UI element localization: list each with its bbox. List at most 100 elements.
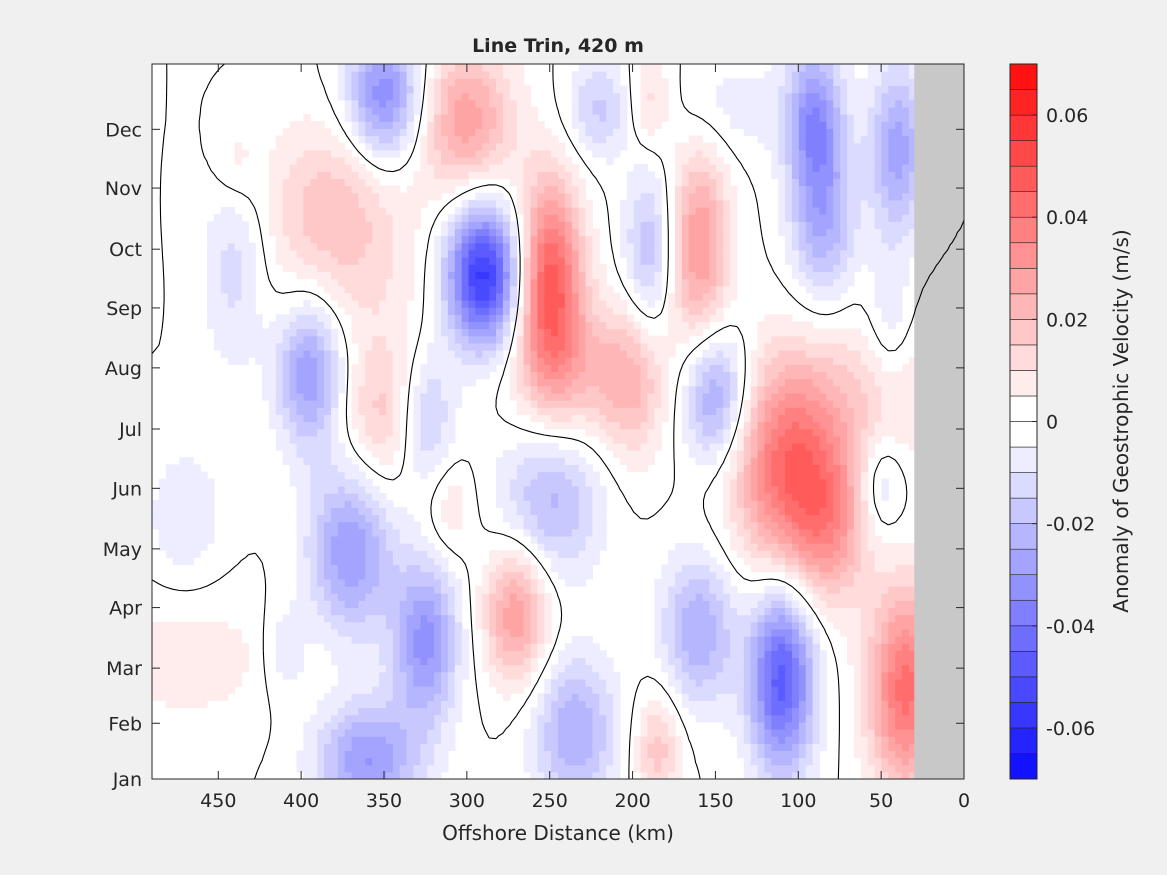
- heatmap-cell: [723, 678, 731, 687]
- heatmap-cell: [468, 357, 477, 365]
- heatmap-cell: [427, 385, 435, 394]
- heatmap-cell: [392, 564, 401, 573]
- heatmap-cell: [365, 707, 373, 716]
- heatmap-cell: [571, 407, 580, 415]
- heatmap-cell: [207, 521, 215, 530]
- heatmap-cell: [812, 757, 821, 766]
- heatmap-cell: [833, 493, 841, 501]
- heatmap-cell: [805, 364, 814, 373]
- heatmap-cell: [330, 743, 339, 751]
- heatmap-cell: [530, 736, 538, 744]
- heatmap-cell: [509, 371, 518, 380]
- heatmap-cell: [902, 400, 910, 408]
- heatmap-cell: [702, 643, 710, 651]
- heatmap-cell: [434, 678, 442, 687]
- heatmap-cell: [681, 585, 690, 594]
- heatmap-cell: [358, 435, 366, 444]
- heatmap-cell: [489, 678, 497, 687]
- heatmap-cell: [661, 371, 669, 380]
- heatmap-cell: [613, 442, 621, 451]
- heatmap-cell: [847, 628, 855, 637]
- heatmap-cell: [324, 378, 332, 387]
- heatmap-cell: [358, 292, 366, 301]
- heatmap-cell: [860, 543, 869, 551]
- heatmap-cell: [874, 614, 883, 623]
- heatmap-cell: [441, 643, 449, 651]
- heatmap-cell: [661, 728, 669, 737]
- heatmap-cell: [523, 521, 532, 530]
- heatmap-cell: [681, 700, 690, 709]
- heatmap-cell: [674, 314, 683, 322]
- heatmap-cell: [434, 307, 442, 315]
- heatmap-cell: [372, 392, 380, 401]
- heatmap-cell: [578, 485, 587, 494]
- heatmap-cell: [551, 321, 559, 330]
- heatmap-cell: [674, 628, 683, 637]
- heatmap-cell: [840, 385, 848, 394]
- heatmap-cell: [544, 700, 552, 709]
- heatmap-cell: [248, 307, 256, 315]
- heatmap-cell: [379, 693, 387, 701]
- heatmap-cell: [647, 364, 655, 373]
- heatmap-cell: [695, 414, 704, 423]
- heatmap-cell: [771, 628, 779, 637]
- heatmap-cell: [413, 414, 421, 423]
- heatmap-cell: [888, 700, 896, 709]
- heatmap-cell: [661, 414, 669, 423]
- heatmap-cell: [530, 457, 538, 465]
- heatmap-cell: [812, 721, 821, 730]
- heatmap-cell: [496, 478, 504, 487]
- heatmap-cell: [441, 371, 449, 380]
- heatmap-cell: [757, 521, 766, 530]
- heatmap-cell: [702, 564, 710, 573]
- heatmap-cell: [709, 307, 717, 315]
- heatmap-cell: [537, 607, 545, 616]
- heatmap-cell: [860, 371, 869, 380]
- heatmap-cell: [654, 643, 662, 651]
- heatmap-cell: [441, 736, 449, 744]
- heatmap-cell: [399, 307, 408, 315]
- heatmap-cell: [399, 650, 408, 659]
- heatmap-cell: [413, 693, 421, 701]
- heatmap-cell: [330, 585, 339, 594]
- heatmap-cell: [564, 314, 573, 322]
- heatmap-cell: [420, 550, 428, 558]
- heatmap-cell: [365, 771, 373, 779]
- heatmap-cell: [674, 621, 683, 630]
- heatmap-cell: [585, 357, 594, 365]
- heatmap-cell: [358, 400, 366, 408]
- heatmap-cell: [778, 750, 786, 759]
- heatmap-cell: [365, 750, 373, 759]
- heatmap-cell: [461, 292, 470, 301]
- heatmap-cell: [626, 342, 635, 351]
- heatmap-cell: [743, 557, 752, 566]
- heatmap-cell: [461, 364, 470, 373]
- heatmap-cell: [599, 686, 607, 694]
- heatmap-cell: [785, 478, 793, 487]
- heatmap-cell: [358, 750, 366, 759]
- heatmap-cell: [551, 757, 559, 766]
- heatmap-cell: [730, 457, 738, 465]
- heatmap-cell: [330, 614, 339, 623]
- heatmap-cell: [303, 414, 311, 423]
- heatmap-cell: [805, 564, 814, 573]
- heatmap-cell: [564, 678, 573, 687]
- heatmap-cell: [310, 500, 318, 508]
- heatmap-cell: [434, 707, 442, 716]
- heatmap-cell: [750, 392, 759, 401]
- heatmap-cell: [853, 721, 862, 730]
- heatmap-cell: [441, 400, 449, 408]
- heatmap-cell: [757, 350, 766, 358]
- heatmap-cell: [840, 342, 848, 351]
- heatmap-cell: [736, 628, 745, 637]
- heatmap-cell: [853, 728, 862, 737]
- heatmap-cell: [324, 507, 332, 516]
- heatmap-cell: [179, 493, 188, 501]
- heatmap-cell: [372, 657, 380, 666]
- heatmap-cell: [908, 357, 917, 365]
- heatmap-cell: [358, 507, 366, 516]
- heatmap-cell: [427, 421, 435, 430]
- heatmap-cell: [516, 457, 525, 465]
- heatmap-cell: [888, 607, 896, 616]
- heatmap-cell: [379, 321, 387, 330]
